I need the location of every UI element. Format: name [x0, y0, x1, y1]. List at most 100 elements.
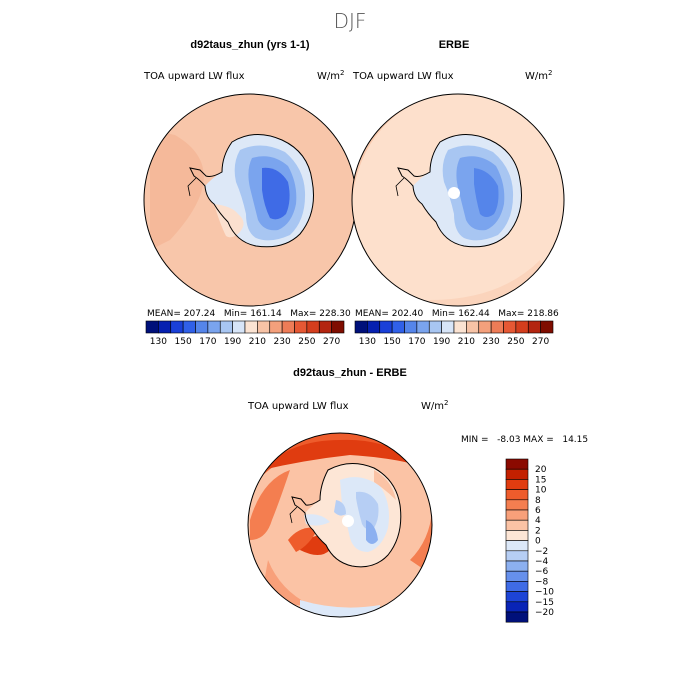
colorbar-swatch [505, 601, 529, 613]
colorbar-swatch [505, 468, 529, 480]
colorbar-swatch [505, 479, 529, 490]
colorbar-swatch [404, 320, 418, 334]
colorbar-tick-label: 2 [535, 526, 541, 536]
colorbar-swatch [281, 320, 295, 334]
colorbar-tick-label: −8 [535, 577, 549, 587]
colorbar-tick-label: 230 [483, 337, 500, 347]
colorbar-swatch [269, 320, 283, 334]
colorbar-swatch [294, 320, 308, 334]
panel-model-units: W/m2 [317, 69, 344, 82]
colorbar-swatch [354, 320, 368, 334]
panel-model-units-base: W/m [317, 71, 340, 82]
colorbar-swatch [505, 489, 529, 501]
colorbar-tick-label: 210 [249, 337, 266, 347]
colorbar-tick-label: −15 [535, 598, 554, 608]
colorbar-swatch [505, 591, 529, 603]
panel-obs-title: ERBE [439, 39, 470, 51]
colorbar-tick-label: −2 [535, 547, 548, 557]
colorbar-tick-label: 8 [535, 496, 541, 506]
colorbar-tick-label: 10 [535, 486, 547, 496]
colorbar-tick-label: 250 [298, 337, 315, 347]
colorbar-swatch [505, 519, 529, 531]
colorbar-tick-label: 230 [274, 337, 291, 347]
colorbar-tick-label: 20 [535, 465, 547, 475]
colorbar-swatch [505, 570, 529, 582]
panel-model-stats: MEAN= 207.24 Min= 161.14 Max= 228.30 [147, 309, 351, 319]
panel-diff: d92taus_zhun - ERBE TOA upward LW flux W… [247, 367, 588, 623]
colorbar-swatch [466, 320, 480, 334]
map-obs [352, 94, 564, 306]
colorbar-swatch [158, 320, 172, 334]
panel-diff-units-base: W/m [421, 401, 444, 412]
colorbar-swatch [379, 320, 393, 334]
colorbar-swatch [145, 320, 159, 334]
colorbar-swatch [416, 320, 430, 334]
colorbar-swatch [478, 320, 492, 334]
colorbar-swatch [505, 499, 529, 511]
colorbar-tick-label: 6 [535, 506, 541, 516]
panel-model: d92taus_zhun (yrs 1-1) TOA upward LW flu… [143, 39, 357, 347]
colorbar-tick-label: −20 [535, 608, 554, 618]
colorbar-swatch [428, 320, 442, 334]
colorbar-swatch [441, 320, 455, 334]
colorbar-swatch [505, 560, 529, 572]
map-obs-coastline [397, 134, 522, 248]
colorbar-tick-label: 170 [199, 337, 216, 347]
panel-diff-title: d92taus_zhun - ERBE [293, 367, 407, 379]
colorbar-model: 130 150 170 190 210 230 250 270 [145, 320, 345, 347]
figure-title: DJF [334, 9, 367, 33]
panel-obs-units-base: W/m [525, 71, 548, 82]
panel-obs: ERBE TOA upward LW flux W/m2 MEAN= 202.4… [351, 39, 565, 347]
colorbar-tick-label: 210 [458, 337, 475, 347]
colorbar-tick-label: −10 [535, 588, 554, 598]
colorbar-swatch [244, 320, 258, 334]
colorbar-tick-label: −6 [535, 567, 549, 577]
colorbar-swatch [505, 611, 529, 623]
colorbar-swatch [219, 320, 233, 334]
colorbar-swatch [540, 320, 554, 334]
colorbar-swatch [257, 320, 271, 334]
colorbar-swatch [503, 320, 517, 334]
colorbar-swatch [505, 540, 529, 552]
colorbar-swatch [527, 320, 541, 334]
colorbar-tick-label: 170 [408, 337, 425, 347]
panel-obs-field: TOA upward LW flux [352, 71, 454, 82]
panel-obs-stats: MEAN= 202.40 Min= 162.44 Max= 218.86 [355, 309, 559, 319]
panel-diff-field: TOA upward LW flux [247, 401, 349, 412]
panel-model-units-exp: 2 [340, 69, 344, 77]
colorbar-tick-label: 130 [150, 337, 167, 347]
panel-obs-units-exp: 2 [548, 69, 552, 77]
colorbar-swatch [170, 320, 184, 334]
colorbar-tick-label: −4 [535, 557, 549, 567]
colorbar-swatch [207, 320, 221, 334]
colorbar-swatch [182, 320, 196, 334]
panel-model-title: d92taus_zhun (yrs 1-1) [190, 39, 310, 51]
colorbar-swatch [453, 320, 467, 334]
colorbar-swatch [505, 530, 529, 541]
colorbar-tick-label: 190 [224, 337, 241, 347]
colorbar-tick-label: 4 [535, 516, 541, 526]
map-model [144, 94, 356, 306]
colorbar-tick-label: 190 [433, 337, 450, 347]
map-model-coastline [189, 134, 314, 248]
colorbar-swatch [505, 458, 529, 470]
colorbar-swatch [318, 320, 332, 334]
colorbar-swatch [391, 320, 405, 334]
panel-diff-units: W/m2 [421, 399, 448, 412]
colorbar-swatch [505, 581, 529, 592]
colorbar-swatch [490, 320, 504, 334]
colorbar-tick-label: 270 [532, 337, 549, 347]
panel-diff-units-exp: 2 [444, 399, 448, 407]
colorbar-tick-label: 0 [535, 537, 541, 547]
map-diff-coastline [291, 463, 402, 568]
colorbar-swatch [195, 320, 209, 334]
colorbar-swatch [515, 320, 529, 334]
colorbar-tick-label: 15 [535, 475, 546, 485]
colorbar-swatch [306, 320, 320, 334]
colorbar-swatch [505, 509, 529, 521]
colorbar-tick-label: 270 [323, 337, 340, 347]
panel-diff-minmax: MIN = -8.03 MAX = 14.15 [461, 435, 588, 445]
colorbar-swatch [505, 550, 529, 562]
